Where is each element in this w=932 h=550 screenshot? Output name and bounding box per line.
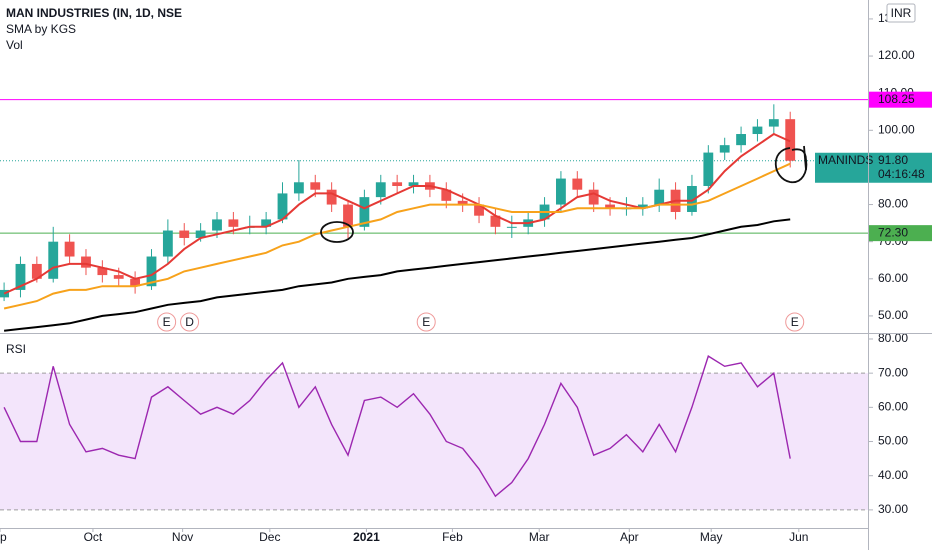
x-tick-label: Nov: [172, 530, 193, 544]
indicator-label: Vol: [6, 38, 23, 52]
y-tick-label: 80.00: [878, 197, 908, 211]
candle-body: [474, 204, 484, 216]
candle-body: [736, 134, 746, 146]
candle-body: [31, 263, 42, 279]
event-marker: [180, 312, 200, 332]
y-tick-label: 50.00: [878, 308, 908, 322]
currency-box[interactable]: [886, 3, 916, 23]
candle-body: [162, 230, 173, 257]
y-tick-label: 40.00: [878, 468, 908, 482]
drawn-stroke: [803, 145, 807, 171]
candle-body: [556, 178, 566, 205]
sma-line: [3, 218, 791, 332]
candle-body: [146, 256, 157, 287]
x-tick-label: Apr: [620, 530, 639, 544]
event-marker: [416, 312, 436, 332]
event-label: E: [163, 315, 171, 329]
y-tick-label: 70.00: [878, 365, 908, 379]
y-tick-label: 30.00: [878, 502, 908, 516]
y-tick-label: 120.00: [878, 48, 915, 62]
rsi-title: RSI: [6, 342, 26, 356]
candle-body: [48, 241, 59, 279]
candle-body: [506, 226, 517, 228]
last-price-value: 91.80: [878, 153, 908, 167]
rsi-line: [3, 355, 791, 498]
candle-body: [654, 189, 665, 205]
candle-body: [293, 182, 304, 194]
candle-body: [212, 219, 222, 231]
x-tick-label: Feb: [442, 530, 463, 544]
candle-body: [768, 119, 779, 127]
candle-body: [719, 145, 730, 153]
x-tick-label: Oct: [84, 530, 103, 544]
candle-body: [261, 219, 272, 227]
candle-body: [408, 182, 419, 186]
candle-body: [113, 275, 124, 279]
x-tick-label: 2021: [353, 530, 380, 544]
event-marker: [157, 312, 177, 332]
symbol-title: MAN INDUSTRIES (IN, 1D, NSE: [6, 6, 182, 20]
x-tick-label: Jun: [789, 530, 808, 544]
x-tick-label: May: [700, 530, 723, 544]
x-tick-label: Mar: [529, 530, 550, 544]
rsi-band: [0, 373, 868, 510]
price-label-box: [869, 91, 932, 108]
y-tick-label: 100.00: [878, 122, 915, 136]
candle-body: [343, 204, 353, 227]
candle-body: [490, 215, 501, 227]
candle-body: [326, 189, 337, 205]
candle-body: [441, 189, 452, 201]
event-marker: [785, 312, 805, 332]
countdown: 04:16:48: [878, 167, 925, 181]
candle-body: [687, 185, 697, 212]
candle-body: [277, 193, 288, 220]
y-tick-label: 60.00: [878, 400, 908, 414]
candle-body: [392, 182, 403, 186]
price-label-box: [869, 225, 932, 242]
back-layer: 50.0060.0070.0080.0090.00100.00110.00120…: [0, 11, 915, 544]
price-label: 108.25: [878, 92, 915, 106]
sma-line: [3, 162, 791, 310]
price-label: 72.30: [878, 225, 908, 239]
candle-body: [752, 126, 763, 135]
main-layer: [0, 104, 796, 498]
candle-body: [785, 119, 796, 161]
y-tick-label: 50.00: [878, 434, 908, 448]
candle-body: [97, 267, 108, 276]
candle-body: [605, 204, 615, 209]
drawn-circle: [320, 221, 354, 243]
drawn-circle: [774, 147, 808, 184]
candle-body: [228, 219, 239, 227]
candle-body: [359, 197, 370, 227]
candle-body: [15, 263, 26, 290]
candle-body: [179, 230, 190, 238]
candle-body: [703, 152, 714, 186]
x-tick-label: p: [0, 530, 7, 544]
candle-body: [637, 204, 648, 209]
candle-body: [375, 182, 386, 198]
candle-body: [457, 200, 468, 205]
candle-body: [572, 178, 583, 190]
x-tick-label: Dec: [259, 530, 280, 544]
currency-label[interactable]: INR: [891, 6, 912, 20]
event-label: E: [791, 315, 799, 329]
y-tick-label: 60.00: [878, 271, 908, 285]
last-price-box: [815, 152, 932, 183]
candle-body: [81, 256, 91, 268]
candle-body: [310, 182, 321, 190]
candle-body: [64, 241, 75, 257]
indicator-label: SMA by KGS: [6, 22, 76, 36]
candle-body: [588, 189, 599, 205]
event-label: E: [422, 315, 430, 329]
y-tick-label: 80.00: [878, 331, 908, 345]
last-price-symbol: MANINDS: [818, 153, 873, 167]
candle-body: [195, 230, 206, 238]
event-label: D: [185, 315, 194, 329]
candle-body: [130, 278, 141, 287]
